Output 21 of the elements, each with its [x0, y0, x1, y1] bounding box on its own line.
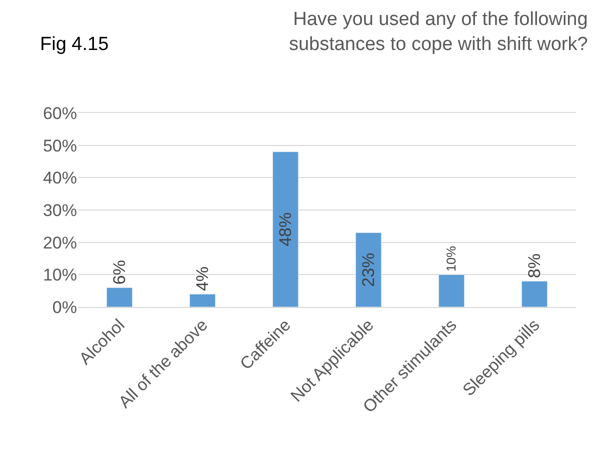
y-tick-label: 40%: [42, 168, 77, 188]
data-label: 48%: [276, 212, 295, 246]
data-label: 6%: [110, 260, 130, 285]
data-label: 23%: [359, 252, 378, 287]
caption: Fig 4.15: [40, 34, 109, 55]
bar: [355, 232, 382, 307]
data-label: 4%: [193, 266, 212, 292]
y-tick-label: 0%: [52, 298, 77, 317]
y-tick-label: 10%: [42, 266, 77, 285]
data-label: 8%: [525, 254, 544, 278]
y-tick-label: 20%: [42, 233, 77, 252]
bar: [521, 280, 548, 307]
y-tick-label: 50%: [42, 136, 77, 156]
bar: [106, 287, 133, 307]
bar: [189, 294, 216, 307]
y-tick-label: 60%: [42, 104, 77, 123]
bar: [438, 274, 465, 307]
bar: [272, 152, 299, 307]
y-tick-label: 30%: [42, 200, 77, 220]
chart-title: Have you used any of the following substances to cope with shift work?: [288, 9, 588, 55]
data-label: 10%: [444, 246, 459, 272]
